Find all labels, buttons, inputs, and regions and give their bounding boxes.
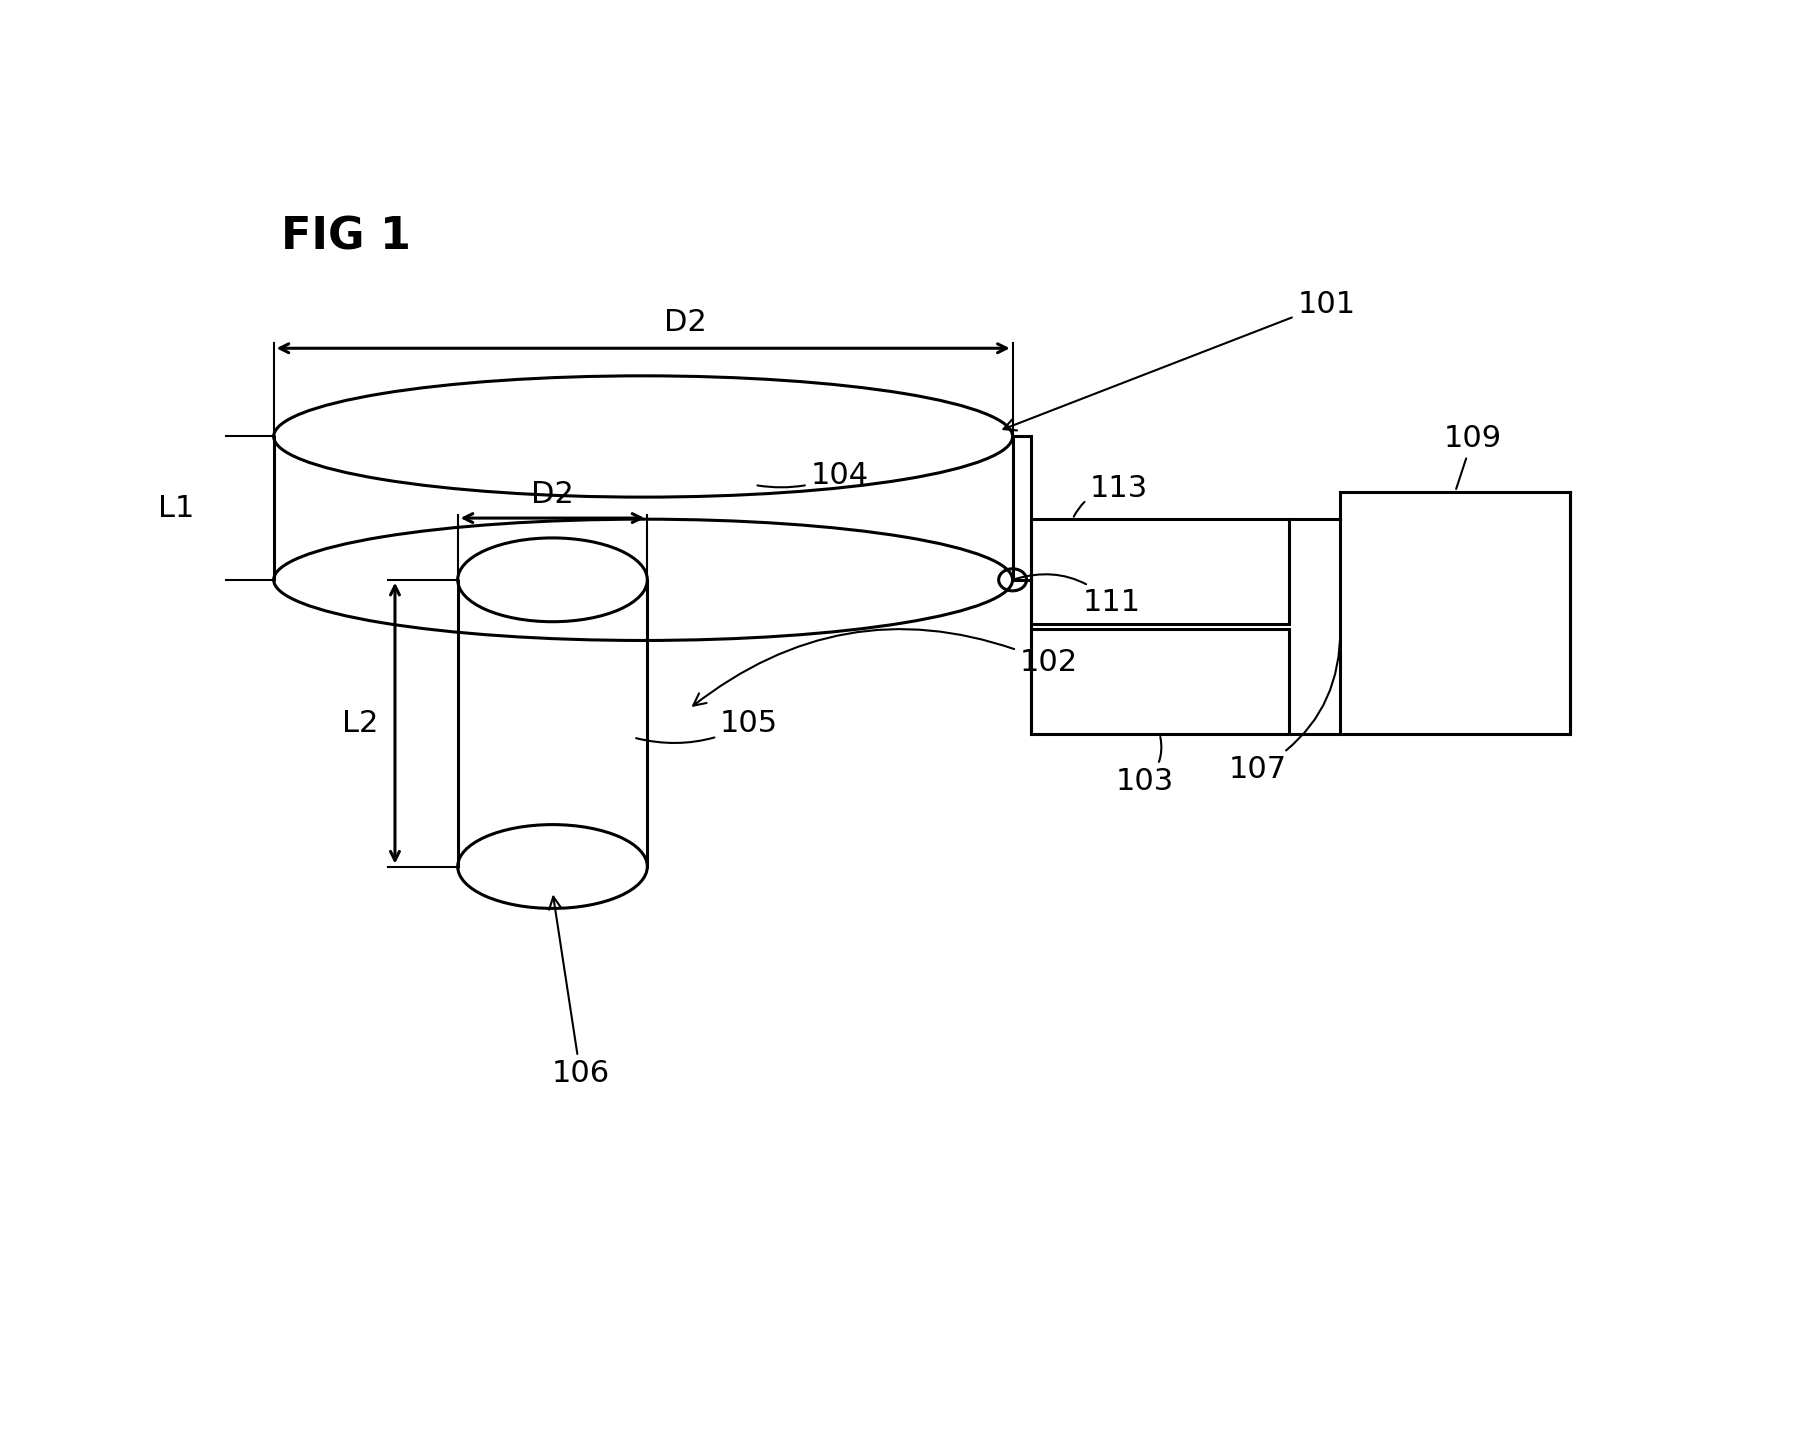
Bar (1340, 491, 1570, 735)
Text: D2: D2 (663, 308, 707, 337)
Text: 113: 113 (1073, 474, 1147, 517)
Text: 105: 105 (636, 709, 777, 743)
Text: 104: 104 (757, 461, 868, 490)
Text: 101: 101 (1003, 289, 1354, 431)
Text: 111: 111 (1014, 574, 1140, 617)
Text: 103: 103 (1115, 737, 1174, 796)
Text: L1: L1 (158, 494, 194, 523)
Text: L2: L2 (342, 709, 378, 737)
Text: 107: 107 (1228, 630, 1340, 783)
Text: 102: 102 (692, 629, 1077, 706)
Text: 109: 109 (1442, 424, 1501, 488)
Text: FIG 1: FIG 1 (280, 216, 410, 259)
Bar (1030, 630, 1287, 735)
Text: D2: D2 (530, 480, 574, 510)
Bar (1030, 520, 1287, 624)
Text: 106: 106 (548, 896, 610, 1088)
